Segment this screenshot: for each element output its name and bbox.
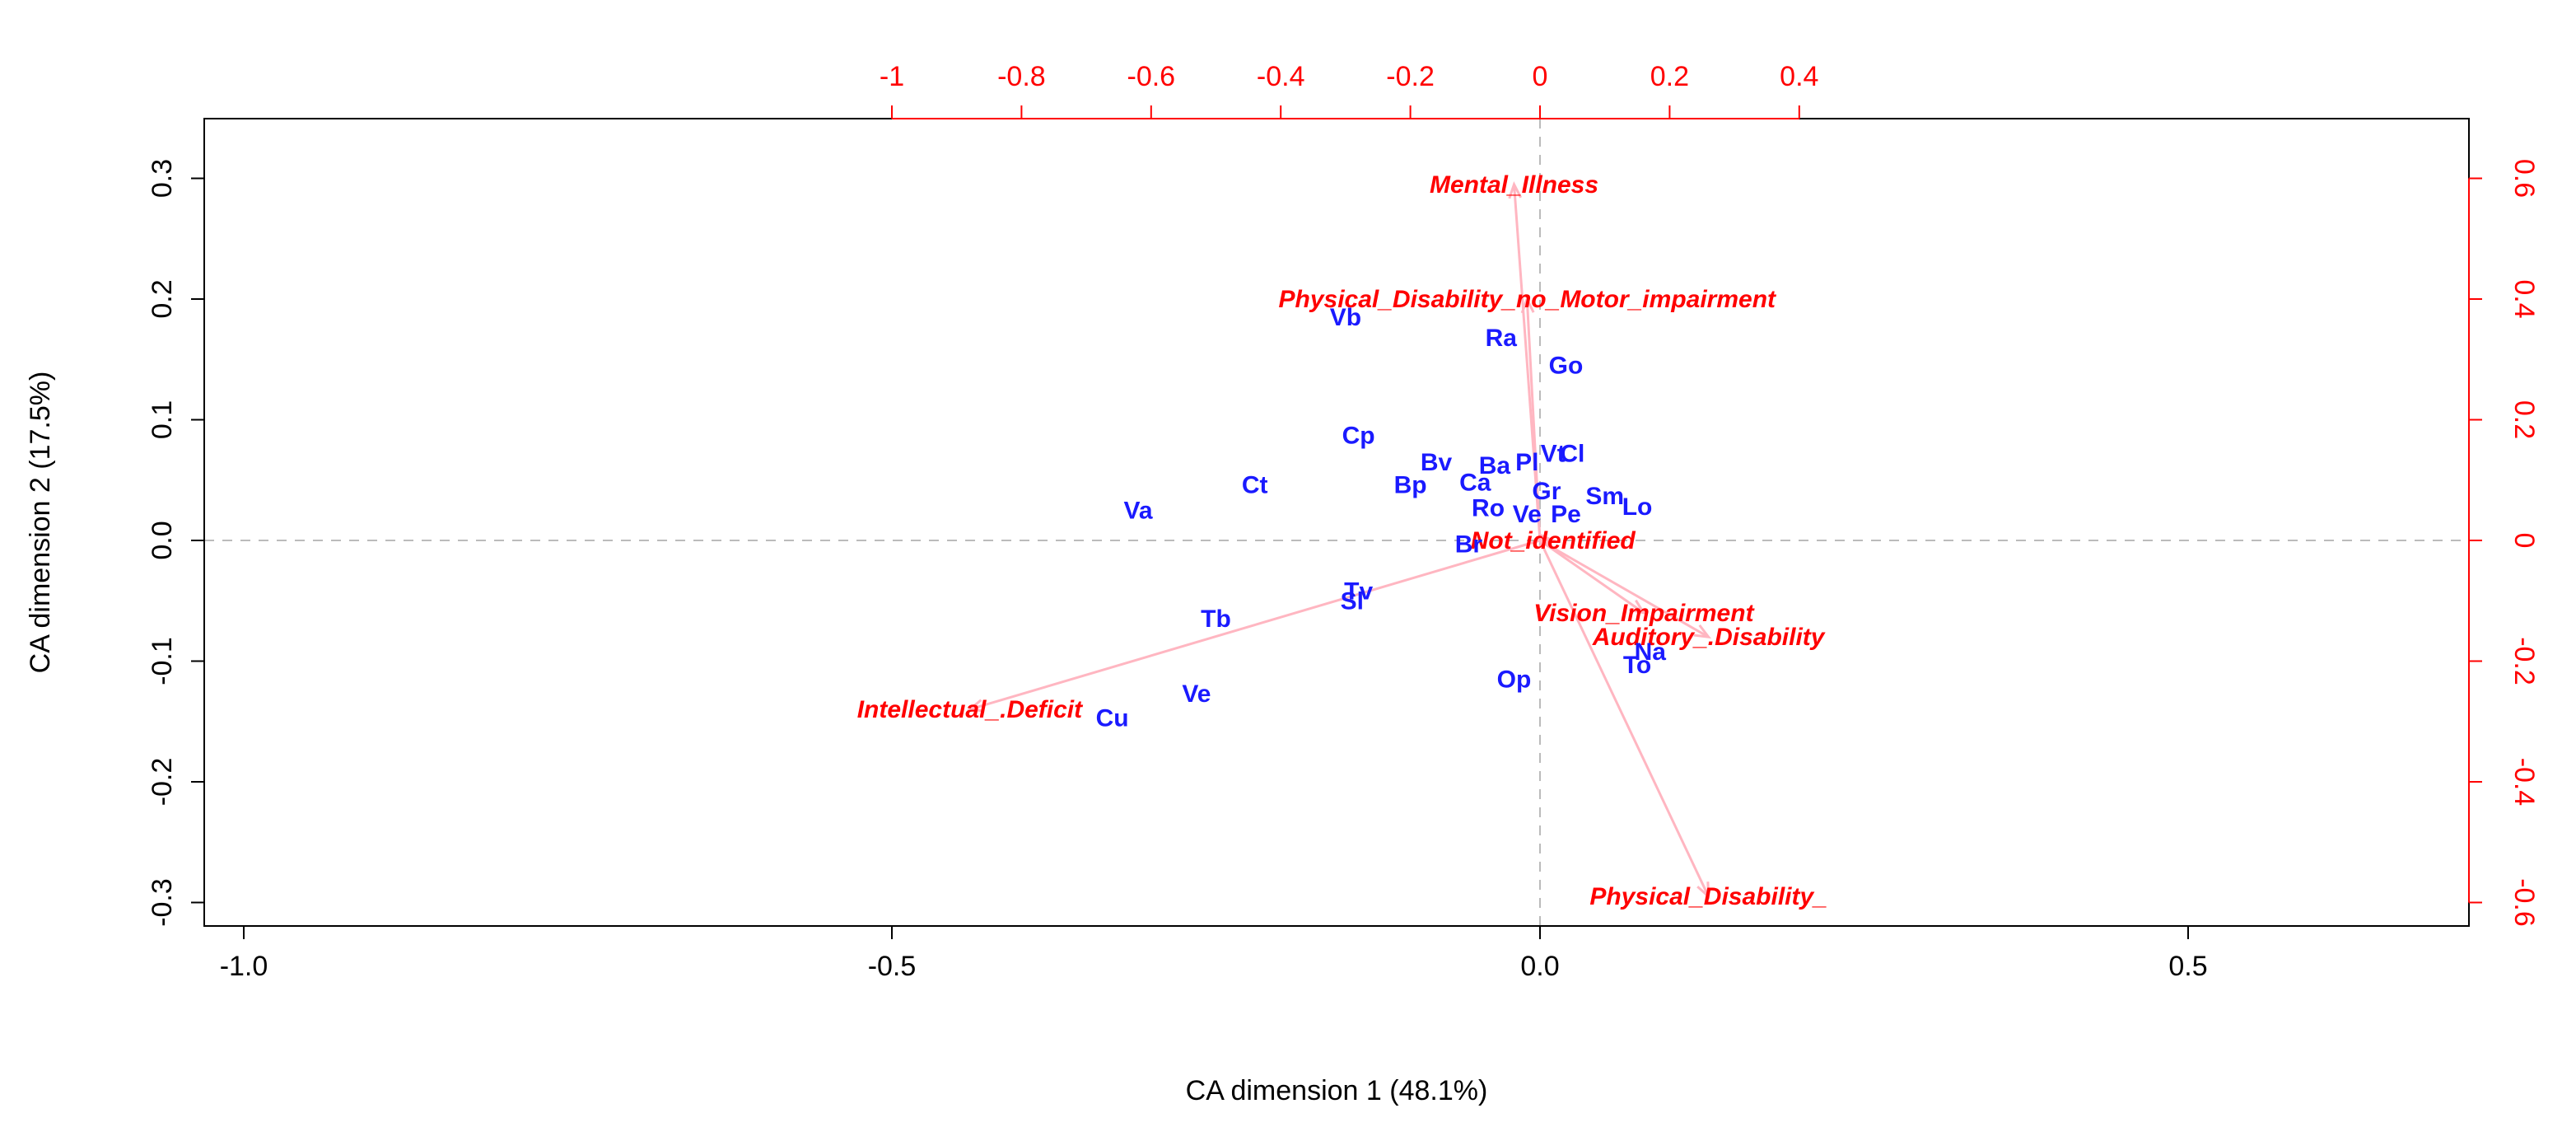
column-arrow-head bbox=[1696, 881, 1710, 900]
column-point-label: Intellectual_.Deficit bbox=[857, 696, 1084, 723]
column-point-label: Physical_Disability_no_Motor_impairment bbox=[1279, 286, 1778, 313]
top-tick-label: 0.4 bbox=[1780, 61, 1818, 92]
y-tick-label: 0.1 bbox=[147, 400, 178, 439]
y-axis-right-secondary: -0.6 -0.4 -0.2 0 0.2 0.4 0.6 bbox=[2468, 159, 2540, 927]
row-point-label: Go bbox=[1549, 353, 1584, 380]
right-tick-label: -0.2 bbox=[2508, 637, 2540, 685]
right-tick-label: 0.2 bbox=[2508, 400, 2540, 439]
top-tick-label: -0.6 bbox=[1127, 61, 1176, 92]
y-axis-label: CA dimension 2 (17.5%) bbox=[25, 372, 56, 674]
row-point-label: Ra bbox=[1486, 325, 1518, 352]
y-tick-label: 0.3 bbox=[147, 159, 178, 198]
x-tick-label: -0.5 bbox=[868, 951, 917, 982]
row-point-label: Tb bbox=[1201, 606, 1231, 633]
column-arrow-head bbox=[1520, 296, 1535, 314]
top-tick-label: -0.8 bbox=[997, 61, 1046, 92]
y-axis-left: -0.3 -0.2 -0.1 0.0 0.1 0.2 0.3 bbox=[147, 159, 205, 927]
row-point-label: Br bbox=[1455, 531, 1483, 558]
y-tick-label: -0.2 bbox=[147, 758, 178, 807]
column-point-label: Not_identified bbox=[1471, 527, 1636, 554]
row-point-label: Sm bbox=[1585, 483, 1624, 510]
row-point-label: Cp bbox=[1342, 423, 1375, 450]
row-point-label: Ca bbox=[1459, 470, 1491, 497]
row-point-label: Cl bbox=[1560, 441, 1584, 468]
column-arrow bbox=[1539, 539, 1710, 638]
column-arrows bbox=[966, 180, 1711, 900]
row-point-label: Ba bbox=[1479, 452, 1511, 479]
right-tick-label: 0.6 bbox=[2508, 159, 2540, 198]
x-tick-label: 0.0 bbox=[1520, 951, 1559, 982]
row-point-label: Vb bbox=[1330, 304, 1361, 331]
row-point-label: Ve bbox=[1182, 680, 1211, 708]
reference-lines bbox=[204, 119, 2469, 926]
row-point-label: Pl bbox=[1515, 449, 1538, 476]
row-point-label: Sl bbox=[1341, 587, 1364, 615]
x-axis-label: CA dimension 1 (48.1%) bbox=[1186, 1075, 1488, 1106]
right-tick-label: -0.4 bbox=[2508, 758, 2540, 807]
row-point-label: Tv bbox=[1344, 578, 1373, 606]
column-point-label: Mental_Illness bbox=[1430, 171, 1598, 199]
y-tick-label: -0.3 bbox=[147, 878, 178, 927]
right-tick-label: 0 bbox=[2508, 533, 2540, 549]
row-point-label: Pe bbox=[1551, 501, 1581, 528]
y-tick-label: 0.0 bbox=[147, 521, 178, 559]
column-point-label: Physical_Disability_ bbox=[1589, 883, 1827, 910]
top-tick-label: -0.2 bbox=[1386, 61, 1435, 92]
top-tick-label: 0.2 bbox=[1650, 61, 1689, 92]
column-arrow-head bbox=[1693, 624, 1711, 639]
column-labels: Mental_Illness Physical_Disability_no_Mot… bbox=[857, 171, 1827, 910]
column-arrow bbox=[1538, 540, 1710, 897]
y-tick-label: -0.1 bbox=[147, 637, 178, 685]
top-tick-label: 0 bbox=[1533, 61, 1548, 92]
x-tick-label: -1.0 bbox=[220, 951, 268, 982]
row-point-label: Gr bbox=[1532, 478, 1561, 505]
column-arrow bbox=[1525, 298, 1542, 541]
x-axis-top-secondary: -1 -0.8 -0.6 -0.4 -0.2 0 0.2 0.4 bbox=[880, 61, 1818, 119]
x-tick-label: 0.5 bbox=[2168, 951, 2207, 982]
row-point-label: Cu bbox=[1096, 704, 1129, 732]
row-point-label: Bv bbox=[1421, 449, 1453, 476]
y-tick-label: 0.2 bbox=[147, 279, 178, 318]
row-point-label: Ve bbox=[1513, 501, 1542, 528]
column-point-label: Auditory_.Disability bbox=[1592, 624, 1826, 651]
row-point-label: Op bbox=[1497, 666, 1532, 693]
row-point-label: To bbox=[1623, 652, 1651, 679]
plot-frame bbox=[203, 118, 2470, 927]
top-tick-label: -1 bbox=[880, 61, 904, 92]
row-point-label: Ro bbox=[1472, 494, 1505, 521]
right-tick-label: 0.4 bbox=[2508, 279, 2540, 318]
row-point-label: Lo bbox=[1622, 493, 1653, 521]
column-arrow-head bbox=[1629, 599, 1647, 615]
x-axis-bottom: -1.0 -0.5 0.0 0.5 bbox=[220, 925, 2208, 982]
row-point-label: Na bbox=[1635, 638, 1667, 666]
row-point-label: Vt bbox=[1541, 441, 1566, 468]
column-point-label: Vision_Impairment bbox=[1533, 600, 1755, 627]
row-point-label: Va bbox=[1124, 497, 1153, 524]
row-point-label: Bp bbox=[1394, 472, 1427, 499]
column-arrow-head bbox=[1508, 180, 1523, 199]
right-tick-label: -0.6 bbox=[2508, 878, 2540, 927]
column-arrow-head bbox=[966, 699, 985, 713]
column-arrow bbox=[1539, 539, 1645, 615]
column-arrow bbox=[969, 539, 1541, 711]
row-point-label: Ct bbox=[1242, 472, 1268, 499]
top-tick-label: -0.4 bbox=[1257, 61, 1305, 92]
